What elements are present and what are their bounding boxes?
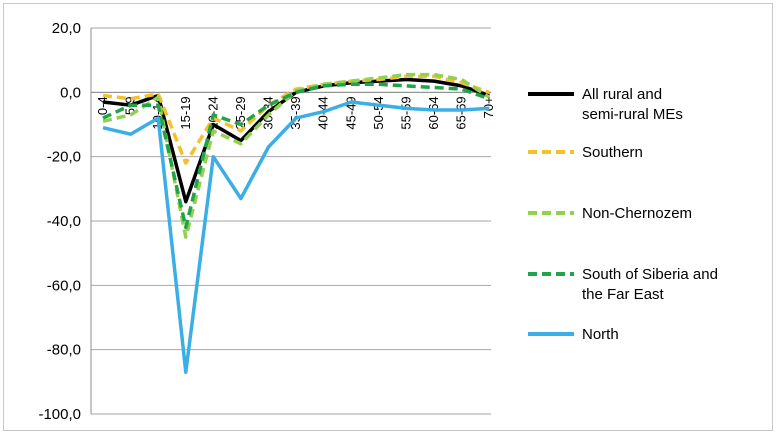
chart-frame: 20,0 0,0 -20,0 -40,0 -60,0 -80,0 -100,0 0-4 5-9… xyxy=(3,3,773,431)
x-tick-label: 60-64 xyxy=(426,96,441,129)
y-tick-label: -40,0 xyxy=(47,213,81,230)
x-tick-label: 50-54 xyxy=(371,96,386,129)
series-line-5 xyxy=(102,100,490,374)
y-tick-label: 0,0 xyxy=(60,84,81,101)
y-tick-label: -100,0 xyxy=(38,406,81,423)
legend-label: Non-Chernozem xyxy=(582,205,692,222)
y-tick-label: -80,0 xyxy=(47,342,81,359)
x-tick-label: 0-4 xyxy=(95,96,110,115)
x-tick-label: 55-59 xyxy=(398,96,413,129)
legend-label: Southern xyxy=(582,144,643,161)
series-lines xyxy=(102,72,491,374)
line-chart: 20,0 0,0 -20,0 -40,0 -60,0 -80,0 -100,0 0-4 5-9… xyxy=(38,20,718,423)
gridlines xyxy=(91,27,491,415)
x-tick-label: 15-19 xyxy=(178,96,193,129)
y-tick-labels: 20,0 0,0 -20,0 -40,0 -60,0 -80,0 -100,0 xyxy=(38,20,81,423)
y-tick-label: -60,0 xyxy=(47,277,81,294)
legend-label: All rural and semi-rural MEs xyxy=(582,86,683,123)
y-tick-label: 20,0 xyxy=(52,20,81,37)
legend-label: South of Siberia and the Far East xyxy=(582,266,718,303)
axes xyxy=(90,28,491,414)
series-line-4 xyxy=(102,82,490,230)
legend: All rural and semi-rural MEs Southern Non-C… xyxy=(528,86,718,343)
x-tick-labels: 0-4 5-9 10-14 15-19 20-24 25-29 30-34 35-39 40-4… xyxy=(95,96,496,129)
legend-label: North xyxy=(582,326,619,343)
y-tick-label: -20,0 xyxy=(47,149,81,166)
x-tick-label: 65-69 xyxy=(454,96,469,129)
